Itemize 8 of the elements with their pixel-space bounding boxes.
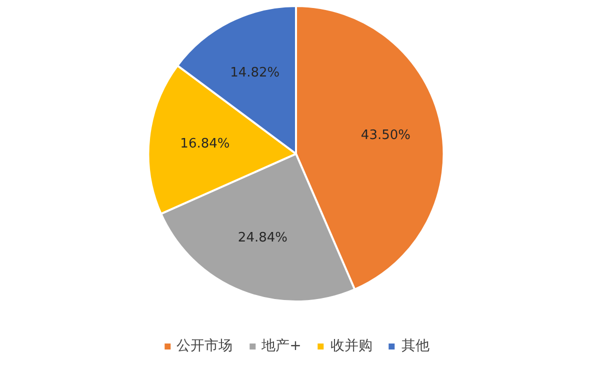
legend-label: 地产+ bbox=[262, 337, 302, 355]
legend-label: 收并购 bbox=[330, 337, 372, 355]
legend-label: 其他 bbox=[401, 337, 430, 355]
legend-label: 公开市场 bbox=[176, 337, 233, 355]
data-label: 14.82% bbox=[230, 65, 280, 80]
data-label: 43.50% bbox=[360, 128, 410, 143]
data-label: 16.84% bbox=[180, 136, 230, 152]
data-label: 24.84% bbox=[238, 230, 288, 246]
